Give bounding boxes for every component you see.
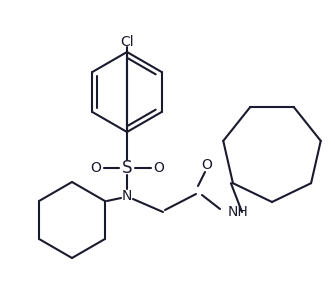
Text: N: N bbox=[122, 189, 132, 203]
Text: O: O bbox=[90, 161, 102, 175]
Text: Cl: Cl bbox=[120, 35, 134, 49]
Text: O: O bbox=[202, 158, 212, 172]
Text: NH: NH bbox=[228, 205, 249, 219]
Text: O: O bbox=[153, 161, 164, 175]
Text: S: S bbox=[122, 159, 132, 177]
